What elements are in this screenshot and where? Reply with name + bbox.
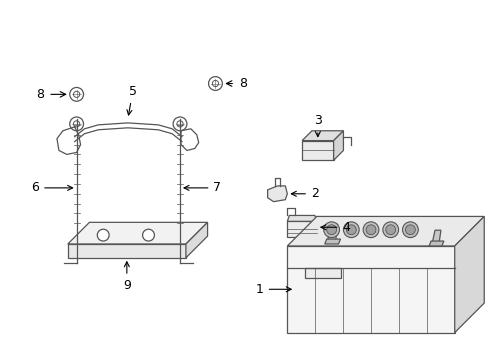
Polygon shape <box>428 241 443 246</box>
Circle shape <box>343 222 359 238</box>
Text: 4: 4 <box>320 221 349 234</box>
Polygon shape <box>333 131 343 160</box>
Circle shape <box>385 225 395 235</box>
Polygon shape <box>327 224 337 242</box>
Text: 1: 1 <box>255 283 290 296</box>
Circle shape <box>208 77 222 90</box>
Polygon shape <box>287 216 483 246</box>
Polygon shape <box>302 141 333 160</box>
Circle shape <box>326 225 336 235</box>
Polygon shape <box>267 186 287 202</box>
Polygon shape <box>302 131 343 141</box>
Circle shape <box>323 222 339 238</box>
Polygon shape <box>68 244 185 258</box>
Circle shape <box>97 229 109 241</box>
Circle shape <box>70 87 83 101</box>
Polygon shape <box>68 222 207 244</box>
Polygon shape <box>287 246 454 333</box>
Circle shape <box>173 117 186 131</box>
Polygon shape <box>287 215 316 221</box>
Polygon shape <box>287 221 316 237</box>
Polygon shape <box>185 222 207 258</box>
Text: 8: 8 <box>36 88 44 101</box>
Text: 5: 5 <box>127 85 137 115</box>
Circle shape <box>382 222 398 238</box>
Circle shape <box>405 225 414 235</box>
Circle shape <box>363 222 378 238</box>
Circle shape <box>70 117 83 131</box>
Polygon shape <box>454 216 483 333</box>
Text: 3: 3 <box>313 114 321 136</box>
Polygon shape <box>324 239 340 244</box>
Circle shape <box>402 222 417 238</box>
Circle shape <box>366 225 375 235</box>
Polygon shape <box>305 269 341 278</box>
Text: 9: 9 <box>122 262 130 292</box>
Text: 7: 7 <box>183 181 221 194</box>
Circle shape <box>142 229 154 241</box>
Text: 8: 8 <box>239 77 246 90</box>
Text: 6: 6 <box>31 181 72 194</box>
Circle shape <box>346 225 356 235</box>
Text: 2: 2 <box>291 187 318 200</box>
Polygon shape <box>431 230 440 244</box>
